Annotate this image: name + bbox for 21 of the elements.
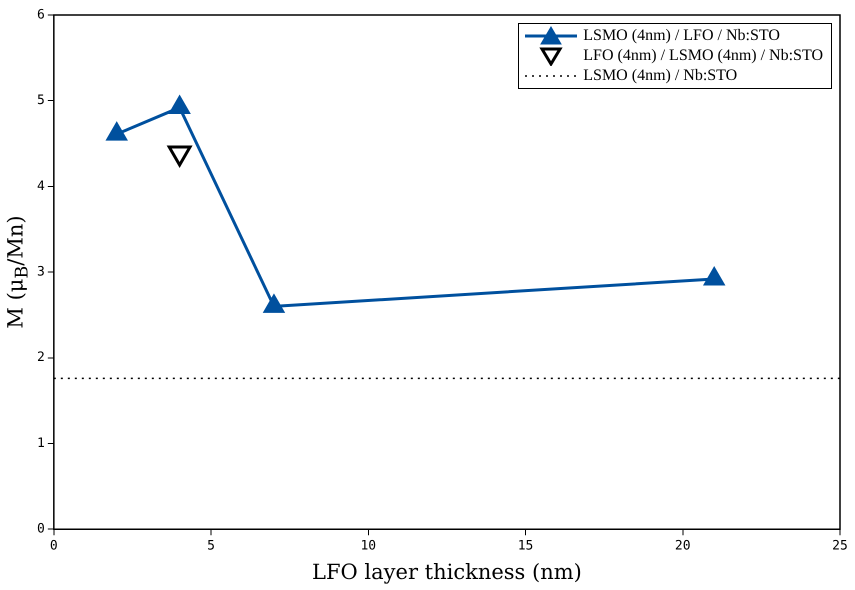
x-tick-label: 10 bbox=[360, 538, 376, 554]
point bbox=[106, 122, 128, 141]
x-tick-label: 5 bbox=[207, 538, 215, 554]
x-tick-label: 25 bbox=[832, 538, 848, 554]
point bbox=[168, 95, 191, 114]
legend-label: LFO (4nm) / LSMO (4nm) / Nb:STO bbox=[583, 47, 823, 65]
legend-label: LSMO (4nm) / LFO / Nb:STO bbox=[583, 27, 780, 45]
x-axis-title: LFO layer thickness (nm) bbox=[312, 560, 582, 584]
point bbox=[263, 294, 285, 313]
y-tick-label: 6 bbox=[37, 7, 45, 22]
y-tick-label: 4 bbox=[37, 178, 45, 194]
y-tick-label: 2 bbox=[37, 350, 45, 366]
x-tick-label: 20 bbox=[674, 538, 691, 554]
y-tick-label: 5 bbox=[37, 93, 45, 108]
x-tick-label: 15 bbox=[518, 538, 534, 554]
x-tick-label: 0 bbox=[50, 538, 58, 554]
y-tick-label: 3 bbox=[37, 264, 45, 280]
point bbox=[703, 266, 726, 286]
y-tick-label: 0 bbox=[37, 522, 45, 537]
y-tick-label: 1 bbox=[37, 436, 45, 451]
legend-label: LSMO (4nm) / Nb:STO bbox=[583, 67, 738, 85]
